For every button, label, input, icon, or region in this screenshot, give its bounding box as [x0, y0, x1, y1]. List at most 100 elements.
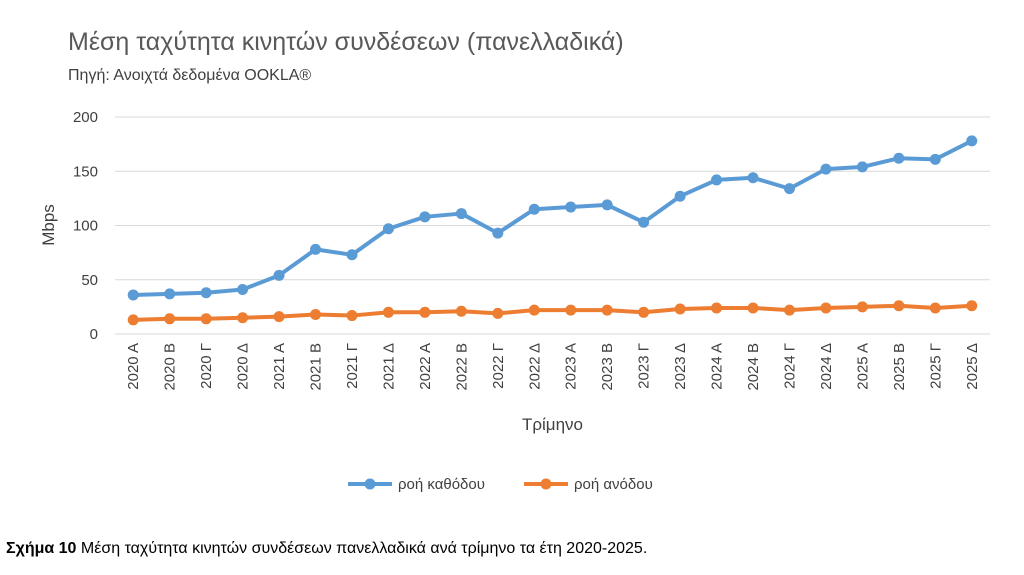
- data-point: [492, 227, 504, 239]
- data-point: [382, 306, 394, 318]
- legend-item: ροή ανόδου: [524, 476, 653, 493]
- chart-title: Μέση ταχύτητα κινητών συνδέσεων (πανελλα…: [68, 28, 624, 56]
- data-point: [164, 313, 176, 325]
- x-tick-label: 2025 Β: [891, 343, 908, 391]
- data-point: [711, 302, 723, 314]
- data-point: [237, 312, 249, 324]
- data-point: [565, 304, 577, 316]
- data-point: [820, 302, 832, 314]
- x-axis-label: Τρίμηνο: [522, 415, 583, 434]
- data-point: [929, 302, 941, 314]
- data-point: [346, 249, 358, 261]
- y-tick-label: 150: [73, 163, 98, 180]
- data-point: [164, 288, 176, 300]
- series-2: [127, 300, 978, 326]
- data-point: [273, 269, 285, 281]
- data-point: [601, 304, 613, 316]
- x-tick-label: 2023 Γ: [636, 343, 653, 389]
- chart-subtitle: Πηγή: Ανοιχτά δεδομένα OOKLA®: [68, 67, 311, 84]
- data-point: [455, 208, 467, 220]
- x-tick-label: 2020 Δ: [235, 343, 252, 390]
- data-point: [419, 211, 431, 223]
- data-point: [856, 161, 868, 173]
- x-tick-label: 2023 Α: [563, 343, 580, 390]
- data-point: [382, 223, 394, 235]
- x-tick-label: 2021 Β: [308, 343, 325, 391]
- legend-swatch-marker: [364, 478, 376, 490]
- data-point: [929, 153, 941, 165]
- data-point: [820, 163, 832, 175]
- series-1: [127, 135, 978, 301]
- figure-caption-label: Σχήμα 10: [6, 540, 77, 557]
- data-point: [893, 152, 905, 164]
- y-tick-label: 0: [90, 326, 98, 343]
- series: [127, 135, 978, 326]
- x-tick-label: 2022 Β: [453, 343, 470, 391]
- data-point: [237, 284, 249, 296]
- legend: ροή καθόδου ροή ανόδου: [348, 476, 653, 493]
- x-tick-label: 2025 Α: [854, 343, 871, 390]
- x-axis-ticks: 2020 Α 2020 Β 2020 Γ 2020 Δ 2021 Α 2021 Β 2021…: [125, 343, 981, 391]
- data-point: [310, 243, 322, 255]
- x-tick-label: 2022 Δ: [526, 343, 543, 390]
- y-tick-label: 50: [81, 272, 98, 289]
- figure-caption: Σχήμα 10 Μέση ταχύτητα κινητών συνδέσεων…: [6, 540, 647, 558]
- x-tick-label: 2020 Β: [162, 343, 179, 391]
- legend-swatch-marker: [540, 478, 552, 490]
- x-tick-label: 2021 Δ: [380, 343, 397, 390]
- data-point: [966, 135, 978, 147]
- data-point: [638, 306, 650, 318]
- x-tick-label: 2023 Δ: [672, 343, 689, 390]
- legend-label: ροή ανόδου: [574, 476, 653, 493]
- data-point: [711, 174, 723, 186]
- data-point: [565, 201, 577, 213]
- x-tick-label: 2025 Δ: [964, 343, 981, 390]
- y-axis-ticks: 0 50 100 150 200: [73, 109, 98, 343]
- legend-item: ροή καθόδου: [348, 476, 485, 493]
- x-tick-label: 2025 Γ: [927, 343, 944, 389]
- data-point: [674, 303, 686, 315]
- data-point: [856, 301, 868, 313]
- figure-caption-text: Μέση ταχύτητα κινητών συνδέσεων πανελλαδ…: [76, 540, 648, 557]
- data-point: [747, 172, 759, 184]
- data-point: [601, 199, 613, 211]
- x-tick-label: 2024 Δ: [818, 343, 835, 390]
- x-tick-label: 2024 Γ: [781, 343, 798, 389]
- grid: [115, 116, 990, 335]
- data-point: [310, 308, 322, 320]
- y-axis-label: Mbps: [39, 204, 58, 246]
- x-tick-label: 2024 Β: [745, 343, 762, 391]
- data-point: [200, 313, 212, 325]
- data-point: [346, 310, 358, 322]
- data-point: [528, 203, 540, 215]
- data-point: [200, 287, 212, 299]
- y-tick-label: 100: [73, 218, 98, 235]
- data-point: [674, 190, 686, 202]
- data-point: [783, 183, 795, 195]
- data-point: [127, 314, 139, 326]
- data-point: [127, 289, 139, 301]
- series-line: [133, 303, 972, 322]
- data-point: [419, 306, 431, 318]
- data-point: [893, 300, 905, 312]
- data-point: [528, 304, 540, 316]
- x-tick-label: 2022 Α: [417, 343, 434, 390]
- legend-label: ροή καθόδου: [398, 476, 485, 493]
- data-point: [455, 305, 467, 317]
- x-tick-label: 2021 Α: [271, 343, 288, 390]
- data-point: [783, 304, 795, 316]
- x-tick-label: 2020 Α: [125, 343, 142, 390]
- x-tick-label: 2024 Α: [709, 343, 726, 390]
- x-tick-label: 2022 Γ: [490, 343, 507, 389]
- data-point: [273, 311, 285, 323]
- data-point: [492, 307, 504, 319]
- x-tick-label: 2020 Γ: [198, 343, 215, 389]
- x-tick-label: 2021 Γ: [344, 343, 361, 389]
- series-line: [133, 139, 973, 297]
- x-tick-label: 2023 Β: [599, 343, 616, 391]
- data-point: [966, 300, 978, 312]
- data-point: [638, 216, 650, 228]
- data-point: [747, 302, 759, 314]
- y-tick-label: 200: [73, 109, 98, 126]
